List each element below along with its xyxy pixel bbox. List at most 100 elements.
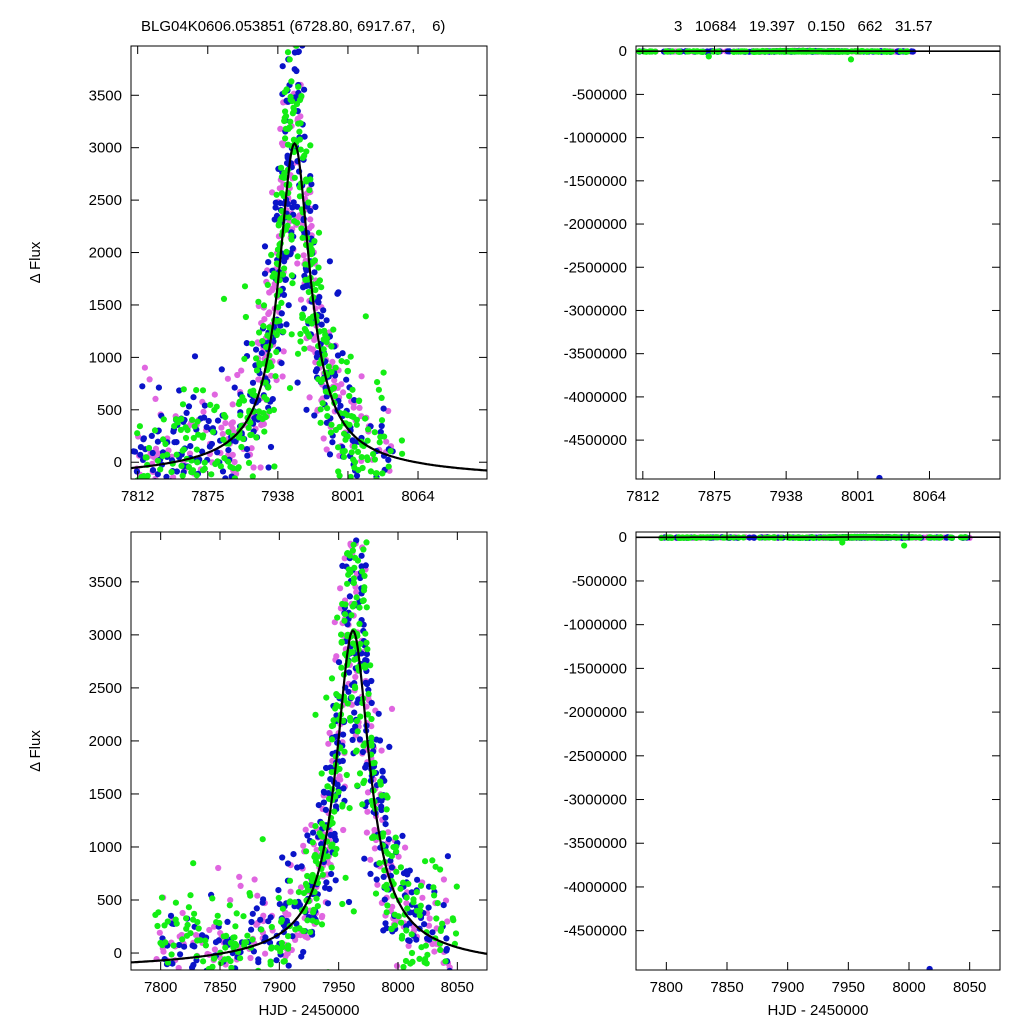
x-tick-label: 8050 — [441, 979, 474, 996]
data-point-green — [357, 713, 364, 720]
data-point-green — [370, 451, 377, 458]
y-tick-label: -1000000 — [564, 617, 627, 634]
data-point-blue — [388, 864, 395, 871]
data-point-green — [194, 919, 201, 926]
data-point-green — [416, 955, 423, 963]
data-point-blue — [443, 945, 450, 953]
data-point-green — [197, 937, 204, 944]
data-point-blue — [270, 338, 277, 345]
y-tick-label: 3500 — [89, 574, 122, 591]
data-point-blue — [351, 397, 358, 404]
outlier-point — [705, 53, 712, 60]
data-point-green — [388, 853, 395, 860]
data-point-blue — [231, 384, 238, 391]
data-point-magenta — [431, 948, 438, 955]
data-point-blue — [444, 853, 451, 860]
data-point-magenta — [371, 845, 378, 852]
data-point-green — [231, 475, 238, 479]
data-point-magenta — [278, 140, 286, 147]
data-point-green — [179, 936, 186, 943]
data-point-green — [350, 541, 357, 548]
data-point-green — [274, 246, 282, 253]
data-point-blue — [265, 464, 272, 471]
data-point-blue — [367, 870, 374, 878]
data-point-green — [374, 379, 381, 386]
data-point-magenta — [331, 377, 338, 384]
data-point-magenta — [247, 954, 254, 962]
data-point-blue — [255, 956, 262, 963]
data-point-magenta — [160, 948, 167, 955]
data-point-green — [363, 639, 370, 646]
data-point-magenta — [348, 511, 354, 517]
data-point-green — [221, 411, 228, 419]
data-point-green — [217, 463, 224, 470]
data-point-blue — [278, 310, 285, 317]
data-point-green — [349, 547, 356, 554]
data-point-blue — [173, 468, 180, 475]
data-point-green — [168, 951, 175, 958]
data-point-magenta — [211, 391, 218, 398]
data-point-green — [354, 782, 361, 789]
data-point-green — [280, 958, 287, 965]
data-point-green — [226, 902, 233, 909]
data-point-magenta — [326, 729, 333, 737]
data-point-green — [289, 110, 296, 117]
data-point-green — [348, 413, 355, 420]
y-tick-label: 1000 — [89, 839, 122, 856]
y-tick-label: 2500 — [89, 192, 122, 209]
data-point-magenta — [385, 407, 392, 415]
data-point-magenta — [358, 373, 365, 380]
data-point-green — [328, 368, 335, 376]
data-point-green — [285, 214, 292, 221]
data-point-green — [281, 174, 288, 181]
data-point-green — [346, 805, 353, 812]
x-tick-label: 7875 — [191, 488, 224, 505]
data-point-green — [278, 916, 285, 923]
data-point-magenta — [313, 846, 320, 854]
data-point-green — [305, 331, 312, 338]
x-tick-label: 8000 — [892, 979, 925, 996]
data-point-green — [177, 426, 184, 433]
data-point-green — [417, 882, 425, 889]
data-point-green — [353, 421, 360, 428]
data-point-green — [301, 325, 308, 333]
data-point-magenta — [244, 983, 250, 989]
data-point-blue — [283, 321, 290, 328]
data-point-blue — [303, 406, 310, 413]
data-point-green — [270, 406, 277, 413]
data-point-blue — [289, 933, 296, 940]
data-point-blue — [363, 681, 371, 688]
data-point-green — [408, 931, 415, 938]
data-point-blue — [377, 428, 384, 436]
outlier-point — [847, 56, 855, 63]
data-point-green — [273, 348, 280, 356]
data-point-blue — [285, 962, 292, 969]
data-point-blue — [320, 799, 327, 806]
data-point-blue — [354, 699, 361, 706]
data-point-green — [249, 936, 256, 943]
data-point-blue — [133, 468, 140, 475]
data-point-green — [253, 367, 261, 374]
data-point-green — [328, 864, 335, 871]
plot-frame — [635, 45, 1001, 480]
data-point-blue — [277, 322, 284, 329]
data-point-green — [340, 717, 347, 724]
data-point-green — [364, 646, 371, 653]
data-point-green — [328, 736, 336, 743]
data-point-green — [237, 955, 244, 962]
data-point-blue — [334, 352, 342, 359]
data-point-green — [336, 423, 343, 431]
data-point-green — [354, 448, 362, 455]
data-point-green — [302, 276, 309, 283]
data-point-green — [399, 932, 406, 940]
data-point-blue — [188, 986, 194, 992]
data-point-blue — [191, 943, 198, 950]
data-point-blue — [294, 864, 301, 871]
data-point-magenta — [295, 5, 301, 11]
data-point-green — [433, 915, 440, 922]
data-point-blue — [382, 821, 389, 828]
data-point-green — [288, 331, 295, 338]
data-point-magenta — [254, 892, 261, 899]
data-point-green — [399, 450, 406, 457]
data-point-blue — [203, 424, 210, 431]
